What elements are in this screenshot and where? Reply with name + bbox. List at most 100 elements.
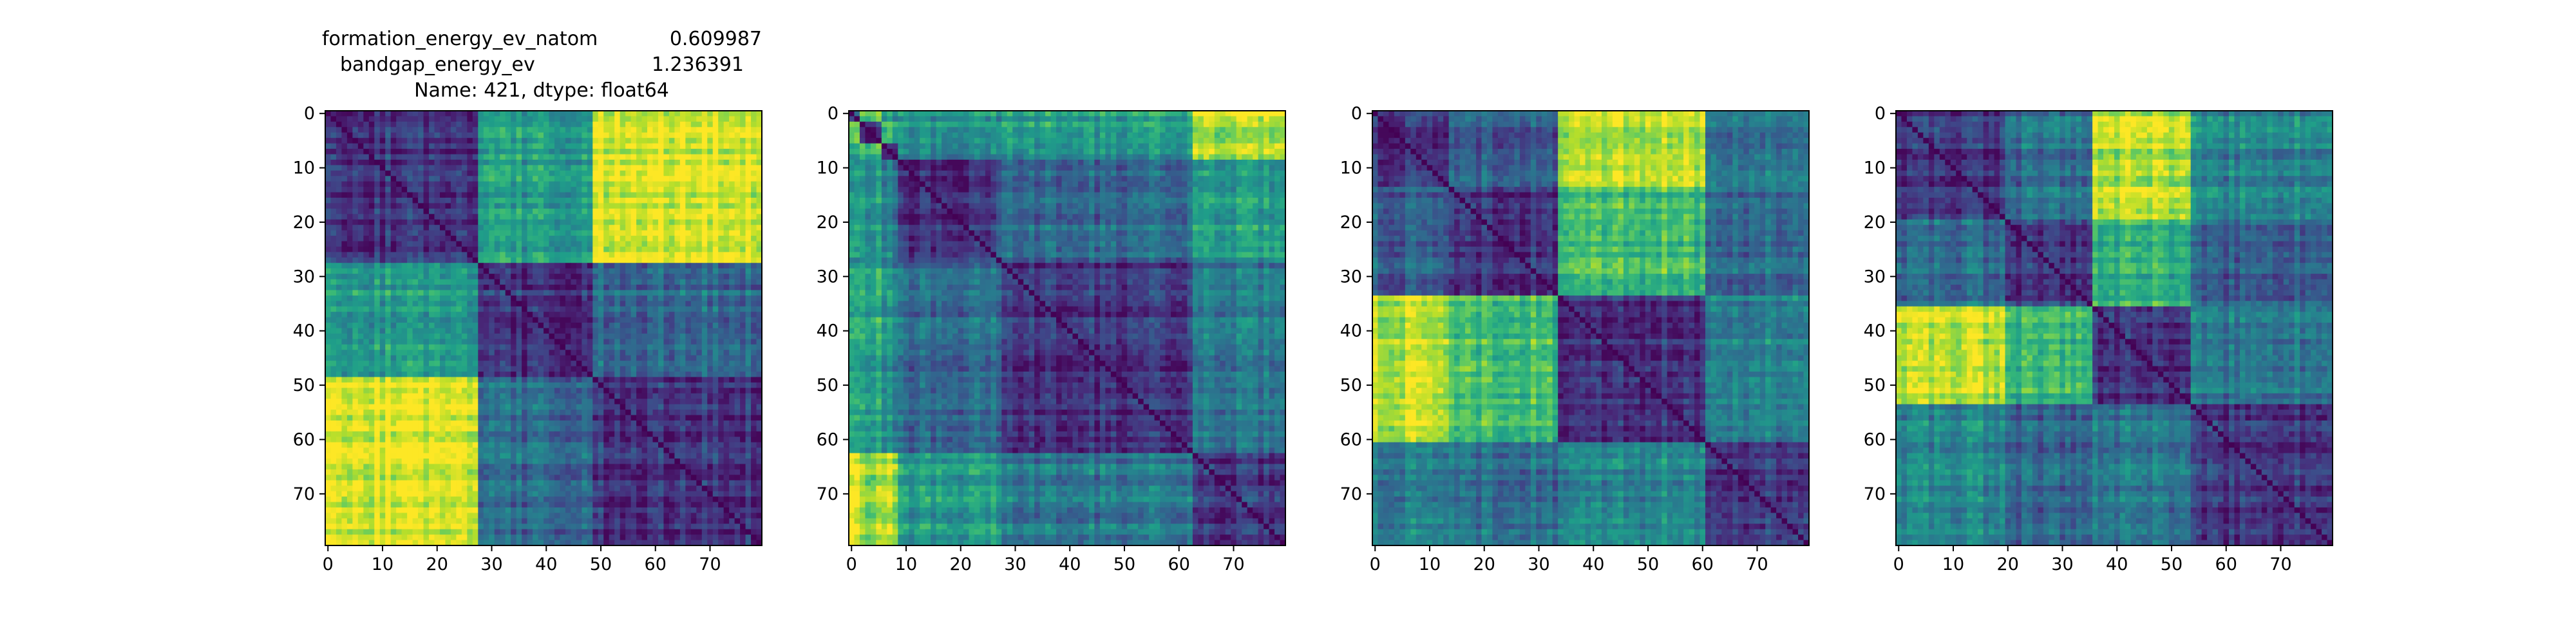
heatmap-cell xyxy=(440,339,446,345)
heatmap-cell xyxy=(592,209,598,214)
heatmap-cell xyxy=(685,198,691,204)
heatmap-cell xyxy=(729,296,735,301)
heatmap-cell xyxy=(391,274,397,279)
heatmap-cell xyxy=(418,111,424,117)
heatmap-cell xyxy=(506,361,511,366)
heatmap-cell xyxy=(696,345,702,350)
heatmap-cell xyxy=(576,355,582,361)
heatmap-cell xyxy=(424,149,430,155)
heatmap-cell xyxy=(609,225,615,231)
heatmap-cell xyxy=(538,393,544,399)
heatmap-cell xyxy=(587,301,593,307)
heatmap-cell xyxy=(451,279,457,285)
heatmap-cell xyxy=(358,339,364,345)
heatmap-cell xyxy=(636,437,642,442)
heatmap-cell xyxy=(473,165,478,171)
heatmap-cell xyxy=(363,258,369,263)
heatmap-cell xyxy=(707,269,713,274)
heatmap-cell xyxy=(560,236,565,242)
heatmap-cell xyxy=(374,247,380,252)
heatmap-cell xyxy=(669,404,675,410)
heatmap-cell xyxy=(735,345,741,350)
heatmap-cell xyxy=(614,355,620,361)
heatmap-cell xyxy=(489,290,495,296)
heatmap-cell xyxy=(391,431,397,437)
heatmap-cell xyxy=(538,171,544,176)
heatmap-cell xyxy=(587,182,593,187)
heatmap-cell xyxy=(484,377,489,383)
heatmap-cell xyxy=(506,252,511,258)
heatmap-cell xyxy=(462,431,468,437)
heatmap-cell xyxy=(582,160,587,166)
heatmap-cell xyxy=(495,431,500,437)
heatmap-cell xyxy=(696,247,702,252)
heatmap-cell xyxy=(565,149,571,155)
heatmap-cell xyxy=(369,198,375,204)
heatmap-cell xyxy=(445,149,451,155)
heatmap-cell xyxy=(522,269,527,274)
heatmap-cell xyxy=(462,296,468,301)
heatmap-cell xyxy=(614,383,620,388)
heatmap-cell xyxy=(582,144,587,149)
heatmap-cell xyxy=(647,160,653,166)
heatmap-cell xyxy=(330,415,336,421)
heatmap-cell xyxy=(330,133,336,138)
heatmap-cell xyxy=(658,410,664,415)
heatmap-cell xyxy=(325,155,331,160)
heatmap-cell xyxy=(527,279,533,285)
heatmap-cell xyxy=(330,258,336,263)
heatmap-cell xyxy=(380,247,386,252)
heatmap-cell xyxy=(522,410,527,415)
heatmap-cell xyxy=(614,421,620,426)
heatmap-cell xyxy=(533,426,538,431)
heatmap-cell xyxy=(462,111,468,117)
heatmap-cell xyxy=(473,258,478,263)
heatmap-cell xyxy=(451,209,457,214)
heatmap-cell xyxy=(554,231,560,236)
heatmap-cell xyxy=(413,290,419,296)
heatmap-cell xyxy=(500,160,506,166)
heatmap-cell xyxy=(691,236,697,242)
heatmap-cell xyxy=(369,214,375,220)
heatmap-cell xyxy=(642,160,648,166)
heatmap-cell xyxy=(669,149,675,155)
heatmap-cell xyxy=(718,323,724,328)
heatmap-cell xyxy=(598,274,604,279)
heatmap-cell xyxy=(385,138,391,144)
heatmap-cell xyxy=(696,122,702,128)
heatmap-cell xyxy=(484,323,489,328)
heatmap-cell xyxy=(663,214,669,220)
heatmap-cell xyxy=(484,383,489,388)
heatmap-cell xyxy=(467,431,473,437)
heatmap-cell xyxy=(636,269,642,274)
heatmap-cell xyxy=(631,231,637,236)
heatmap-cell xyxy=(429,372,435,377)
heatmap-cell xyxy=(549,144,554,149)
heatmap-cell xyxy=(696,193,702,198)
heatmap-cell xyxy=(554,415,560,421)
heatmap-cell xyxy=(500,165,506,171)
heatmap-cell xyxy=(603,149,609,155)
heatmap-cell xyxy=(724,149,730,155)
heatmap-cell xyxy=(330,263,336,269)
heatmap-cell xyxy=(620,209,626,214)
heatmap-cell xyxy=(413,236,419,242)
heatmap-cell xyxy=(685,345,691,350)
heatmap-cell xyxy=(445,355,451,361)
heatmap-cell xyxy=(467,399,473,404)
heatmap-cell xyxy=(571,171,576,176)
heatmap-cell xyxy=(669,116,675,122)
heatmap-cell xyxy=(516,263,522,269)
heatmap-cell xyxy=(538,133,544,138)
heatmap-cell xyxy=(538,323,544,328)
heatmap-cell xyxy=(582,214,587,220)
heatmap-cell xyxy=(489,345,495,350)
heatmap-cell xyxy=(658,290,664,296)
heatmap-cell xyxy=(330,437,336,442)
heatmap-cell xyxy=(533,171,538,176)
heatmap-cell xyxy=(718,393,724,399)
heatmap-cell xyxy=(571,133,576,138)
heatmap-cell xyxy=(533,366,538,372)
heatmap-cell xyxy=(642,312,648,317)
heatmap-cell xyxy=(325,328,331,334)
